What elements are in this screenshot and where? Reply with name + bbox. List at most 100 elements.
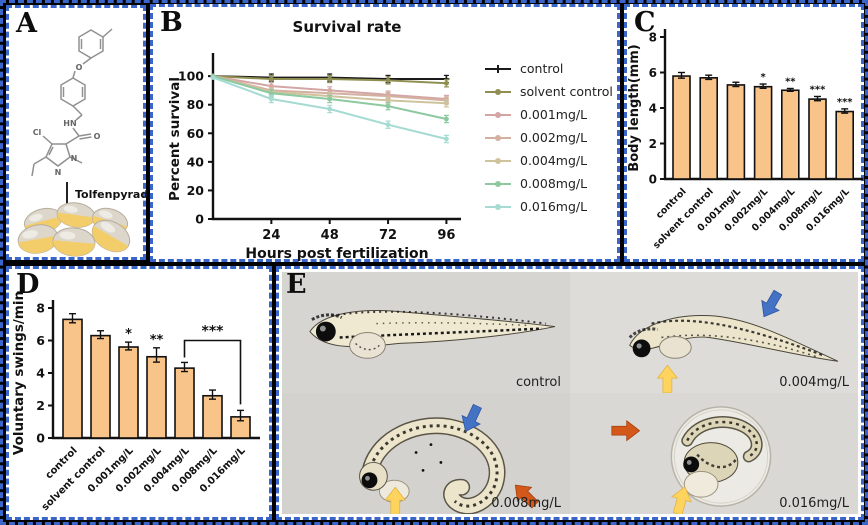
legend-item: 0.001mg/L (483, 103, 613, 126)
svg-text:8: 8 (649, 31, 657, 45)
legend-swatch (485, 64, 511, 73)
atom-o-carbonyl: O (94, 132, 101, 141)
zebrafish-eggs-illustration (17, 202, 131, 257)
svg-text:0: 0 (195, 212, 204, 227)
photo-label: 0.016mg/L (779, 496, 849, 511)
svg-text:72: 72 (379, 228, 397, 243)
legend-item: 0.016mg/L (483, 195, 613, 218)
legend-swatch (485, 134, 511, 141)
photo-label: 0.008mg/L (491, 496, 561, 511)
panel-d-label: D (16, 269, 40, 300)
legend-swatch (485, 88, 511, 95)
svg-text:Body length(mm): Body length(mm) (627, 44, 642, 171)
panel-e: E control (276, 266, 864, 520)
svg-text:Hours post fertilization: Hours post fertilization (245, 246, 428, 262)
svg-text:2: 2 (36, 398, 45, 413)
atom-n1: N (71, 154, 78, 163)
svg-text:6: 6 (36, 333, 45, 348)
zebrafish-embryo-in-chorion-illustration (611, 406, 772, 514)
legend-label: 0.004mg/L (520, 153, 588, 168)
photo-0.016mgL: 0.016mg/L (570, 393, 858, 514)
svg-text:6: 6 (649, 66, 657, 80)
chemical-structure (31, 28, 113, 177)
zebrafish-curved-illustration (628, 289, 839, 393)
svg-text:**: ** (150, 333, 164, 348)
svg-text:48: 48 (321, 228, 339, 243)
zebrafish-c-shaped-illustration (359, 403, 539, 514)
legend-swatch (485, 203, 511, 210)
panel-b-label: B (160, 7, 183, 38)
panel-a-label: A (16, 8, 37, 39)
legend-swatch (485, 180, 511, 187)
legend-label: 0.001mg/L (520, 107, 588, 122)
legend-label: solvent control (520, 84, 613, 99)
legend-item: 0.008mg/L (483, 172, 613, 195)
blue-arrow-icon (761, 289, 783, 318)
legend-label: 0.002mg/L (520, 130, 588, 145)
panel-b: B Survival rate 0 20 40 60 80 100 24 48 72 96 Perc… (150, 4, 620, 262)
panel-c-label: C (634, 7, 656, 38)
svg-text:***: *** (202, 324, 225, 340)
yellow-arrow-icon (384, 486, 406, 514)
svg-text:4: 4 (649, 102, 657, 116)
legend-swatch (485, 111, 511, 118)
svg-text:0: 0 (649, 173, 657, 187)
panel-c: C 0 2 4 6 8 control solvent control 0.001mg/L * 0… (624, 4, 864, 262)
legend-label: 0.008mg/L (520, 176, 588, 191)
svg-text:100: 100 (178, 69, 204, 84)
legend-item: 0.002mg/L (483, 126, 613, 149)
voluntary-swings-bar-chart: 0 2 4 6 8 control solvent control * 0.001mg/L ** 0… (9, 269, 267, 517)
orange-arrow-icon (611, 419, 641, 442)
photo-label: control (515, 375, 561, 390)
larvae-photo-grid: control 0.004mg/L (282, 272, 858, 514)
svg-text:0: 0 (36, 431, 45, 446)
svg-text:*: * (760, 72, 766, 83)
blue-arrow-icon (461, 403, 482, 433)
compound-label: Tolfenpyrad (75, 188, 148, 201)
line-chart-svg: 0 20 40 60 80 100 24 48 72 96 Percent survival Hour… (167, 53, 461, 262)
orange-arrow-icon (514, 484, 539, 509)
survival-chart-legend: control solvent control 0.001mg/L 0.002mg/L… (483, 57, 613, 218)
svg-text:4: 4 (36, 366, 45, 381)
panel-a: A O HN O Cl N N (6, 5, 148, 260)
panel-e-label: E (286, 269, 307, 300)
svg-text:40: 40 (187, 154, 205, 169)
svg-text:96: 96 (437, 228, 455, 243)
photo-0.008mgL: 0.008mg/L (282, 393, 570, 514)
legend-swatch (485, 157, 511, 164)
body-length-bar-chart: 0 2 4 6 8 control solvent control 0.001mg/L * 0.0… (627, 7, 864, 259)
svg-text:20: 20 (187, 183, 205, 198)
legend-item: 0.004mg/L (483, 149, 613, 172)
atom-cl: Cl (33, 128, 42, 137)
photo-0.004mgL: 0.004mg/L (570, 272, 858, 393)
svg-text:***: *** (837, 97, 853, 108)
svg-text:*: * (125, 327, 132, 342)
survival-chart-title: Survival rate (292, 18, 402, 36)
atom-labels: O HN O Cl N N (33, 63, 101, 177)
svg-text:Percent survival: Percent survival (167, 77, 183, 201)
yellow-arrow-icon (656, 364, 679, 393)
svg-text:2: 2 (649, 137, 657, 151)
svg-text:Voluntary swings/min: Voluntary swings/min (11, 291, 27, 455)
svg-text:8: 8 (36, 301, 45, 316)
atom-o-ether: O (76, 63, 83, 72)
photo-label: 0.004mg/L (779, 375, 849, 390)
legend-label: control (520, 61, 564, 76)
svg-text:***: *** (810, 84, 826, 95)
svg-text:80: 80 (187, 97, 205, 112)
svg-text:**: ** (785, 76, 796, 87)
yellow-arrow-icon (671, 486, 692, 514)
atom-nh: HN (63, 119, 76, 128)
atom-n2: N (55, 168, 62, 177)
svg-text:60: 60 (187, 126, 205, 141)
svg-text:24: 24 (262, 228, 280, 243)
legend-label: 0.016mg/L (520, 199, 588, 214)
panel-d: D 0 2 4 6 8 control solvent control * 0.001mg/L *… (6, 266, 272, 520)
tolfenpyrad-structure-illustration: O HN O Cl N N Tolfenpyrad (17, 28, 148, 257)
zebrafish-normal-illustration (309, 310, 556, 359)
legend-item: control (483, 57, 613, 80)
survival-line-chart: 0 20 40 60 80 100 24 48 72 96 Percent survival Hour… (165, 43, 477, 262)
legend-item: solvent control (483, 80, 613, 103)
